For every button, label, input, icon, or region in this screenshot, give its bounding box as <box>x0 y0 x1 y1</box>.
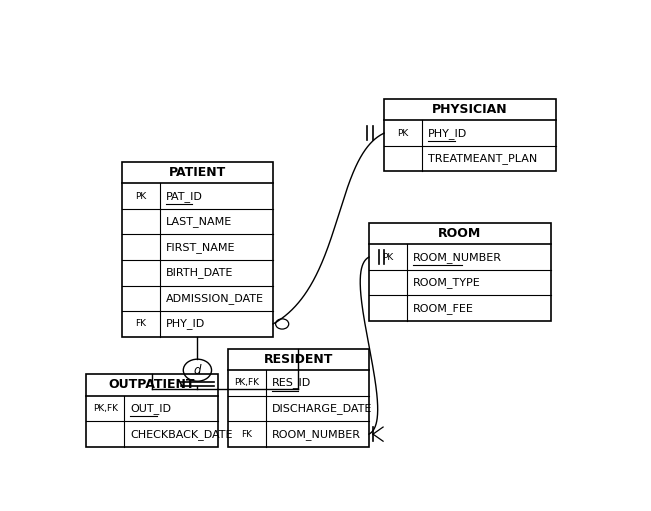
Text: ROOM_TYPE: ROOM_TYPE <box>413 277 480 288</box>
Text: FK: FK <box>241 430 252 438</box>
Text: PHY_ID: PHY_ID <box>428 128 467 138</box>
Bar <box>384 99 555 172</box>
Text: ROOM_NUMBER: ROOM_NUMBER <box>413 251 502 263</box>
Text: PK,FK: PK,FK <box>93 404 118 413</box>
Text: ROOM_NUMBER: ROOM_NUMBER <box>271 429 361 439</box>
Text: BIRTH_DATE: BIRTH_DATE <box>165 267 233 278</box>
Text: PK: PK <box>397 129 409 137</box>
Text: PK: PK <box>382 252 393 262</box>
Text: ROOM: ROOM <box>438 227 481 240</box>
Text: ROOM_FEE: ROOM_FEE <box>413 303 474 314</box>
Bar <box>87 374 217 447</box>
Bar <box>228 349 369 447</box>
Text: OUT_ID: OUT_ID <box>130 403 171 414</box>
Text: d: d <box>193 364 201 377</box>
Text: RES_ID: RES_ID <box>271 378 311 388</box>
Text: ADMISSION_DATE: ADMISSION_DATE <box>165 293 264 304</box>
Text: FIRST_NAME: FIRST_NAME <box>165 242 235 252</box>
Text: DISCHARGE_DATE: DISCHARGE_DATE <box>271 403 372 414</box>
Text: PAT_ID: PAT_ID <box>165 191 202 201</box>
Bar <box>122 161 273 337</box>
Text: TREATMEANT_PLAN: TREATMEANT_PLAN <box>428 153 537 164</box>
Text: PATIENT: PATIENT <box>169 166 226 179</box>
Text: PK,FK: PK,FK <box>234 379 259 387</box>
Text: OUTPATIENT: OUTPATIENT <box>109 379 195 391</box>
Bar <box>369 223 551 321</box>
Text: LAST_NAME: LAST_NAME <box>165 216 232 227</box>
Text: CHECKBACK_DATE: CHECKBACK_DATE <box>130 429 233 439</box>
Text: PK: PK <box>135 192 146 201</box>
Text: PHY_ID: PHY_ID <box>165 318 205 330</box>
Text: PHYSICIAN: PHYSICIAN <box>432 103 508 116</box>
Text: RESIDENT: RESIDENT <box>264 353 333 366</box>
Text: FK: FK <box>135 319 146 329</box>
